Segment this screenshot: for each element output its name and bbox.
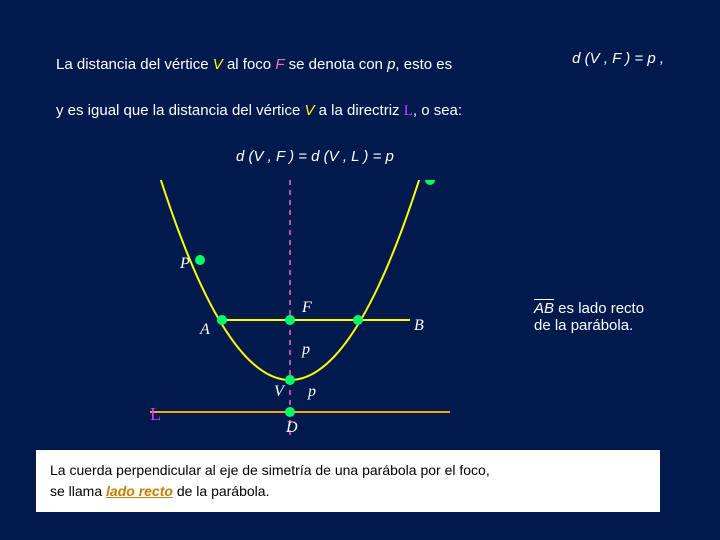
formula-full: d (V , F ) = d (V , L ) = p — [236, 148, 394, 165]
v-symbol: V — [213, 56, 223, 73]
svg-text:p: p — [301, 341, 310, 358]
t: La distancia del vértice — [56, 56, 213, 73]
t: , o sea: — [413, 102, 462, 119]
l-symbol: L — [404, 103, 413, 119]
svg-text:A: A — [199, 321, 210, 338]
svg-text:p: p — [307, 383, 316, 400]
svg-text:L: L — [150, 404, 161, 424]
v-symbol: V — [304, 102, 314, 119]
parabola-diagram: V F D A B Pp p L — [90, 180, 470, 440]
lado-recto-note: AB es lado recto de la parábola. — [534, 300, 644, 334]
t: de la parábola. — [534, 317, 633, 334]
t: de la parábola. — [173, 483, 270, 499]
svg-text:F: F — [301, 299, 312, 316]
t: La cuerda perpendicular al eje de simetr… — [50, 462, 490, 478]
t: a la directriz — [315, 102, 404, 119]
lado-recto-term: lado recto — [106, 483, 173, 499]
t: se denota con — [284, 56, 387, 73]
svg-text:V: V — [274, 383, 286, 400]
line1: La distancia del vértice V al foco F se … — [56, 56, 452, 73]
t: es lado recto — [554, 300, 644, 317]
svg-text:P: P — [179, 255, 190, 272]
t: y es igual que la distancia del vértice — [56, 102, 304, 119]
formula-vf: d (V , F ) = p , — [572, 50, 664, 67]
t: se llama — [50, 483, 106, 499]
svg-text:D: D — [285, 419, 298, 436]
svg-text:B: B — [414, 317, 424, 334]
t: al foco — [223, 56, 276, 73]
caption-box: La cuerda perpendicular al eje de simetr… — [36, 450, 660, 512]
ab-segment: AB — [534, 300, 554, 317]
line2: y es igual que la distancia del vértice … — [56, 102, 462, 120]
t: , esto es — [395, 56, 452, 73]
